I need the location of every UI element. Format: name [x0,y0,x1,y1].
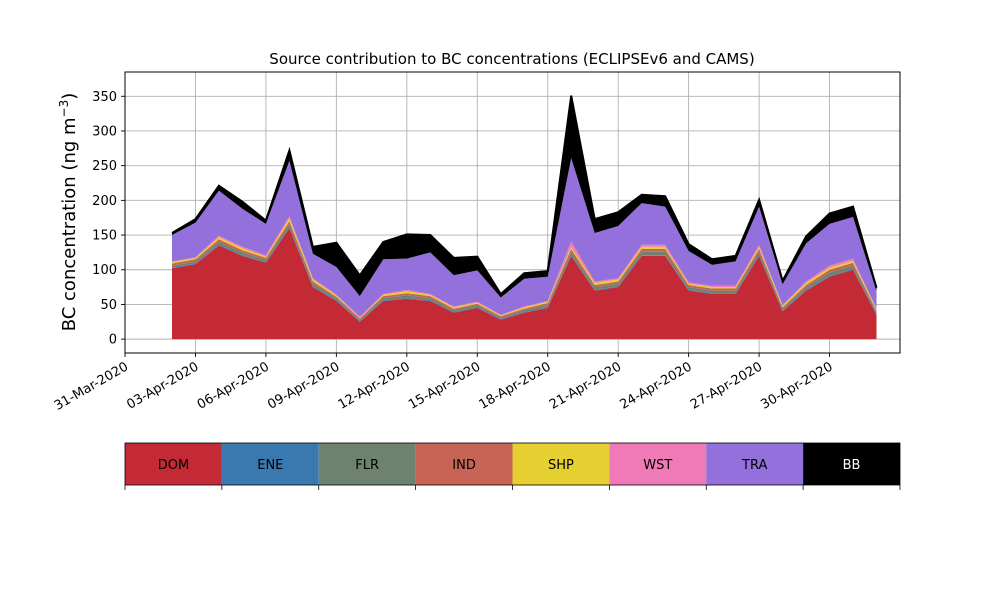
x-tick-label: 24-Apr-2020 [618,359,695,412]
y-tick-label: 50 [100,298,117,313]
x-tick-label: 15-Apr-2020 [406,359,483,412]
plot-frame [124,71,901,354]
x-tick-label: 09-Apr-2020 [265,359,342,412]
y-tick-label: 350 [92,90,117,105]
legend-swatch-ind [415,443,513,485]
legend-label-dom: DOM [158,458,189,473]
legend-label-flr: FLR [355,458,379,473]
x-tick-label: 18-Apr-2020 [477,359,554,412]
y-axis-label-tail: ) [59,93,80,100]
legend-label-ene: ENE [257,458,283,473]
y-tick-label: 200 [92,194,117,209]
legend-swatch-shp [512,443,610,485]
legend-label-bb: BB [843,458,861,473]
legend-swatch-ene [221,443,319,485]
stacked-area-series [171,95,878,340]
legend-swatch-flr [318,443,416,485]
x-tick-label: 31-Mar-2020 [52,359,131,413]
y-tick-label: 100 [92,263,117,278]
x-tick-label: 03-Apr-2020 [124,359,201,412]
area-dom [172,228,877,340]
x-tick-label: 12-Apr-2020 [336,359,413,412]
x-tick-label: 27-Apr-2020 [688,359,765,412]
x-tick-label: 30-Apr-2020 [758,359,835,412]
legend-label-shp: SHP [548,458,574,473]
y-tick-label: 150 [92,229,117,244]
legend-label-tra: TRA [741,458,767,473]
legend-label-wst: WST [643,458,672,473]
legend-swatch-tra [706,443,804,485]
legend-swatch-bb [803,443,900,485]
y-tick-label: 300 [92,124,117,139]
legend-label-ind: IND [452,458,476,473]
y-axis-label-superscript: −3 [57,100,71,118]
y-axis-label: BC concentration (ng m−3) [57,93,80,332]
area-tra [172,158,877,317]
legend-colorbar: DOM ENE FLR IND SHP WST TRA BB [124,442,901,490]
y-tick-label: 250 [92,159,117,174]
x-tick-label: 21-Apr-2020 [547,359,624,412]
x-tick-label: 06-Apr-2020 [195,359,272,412]
y-tick-label: 0 [109,333,117,348]
chart-title: Source contribution to BC concentrations… [269,50,754,68]
legend-swatch-dom [125,443,222,485]
legend-swatch-wst [609,443,707,485]
total-outline [171,95,878,296]
